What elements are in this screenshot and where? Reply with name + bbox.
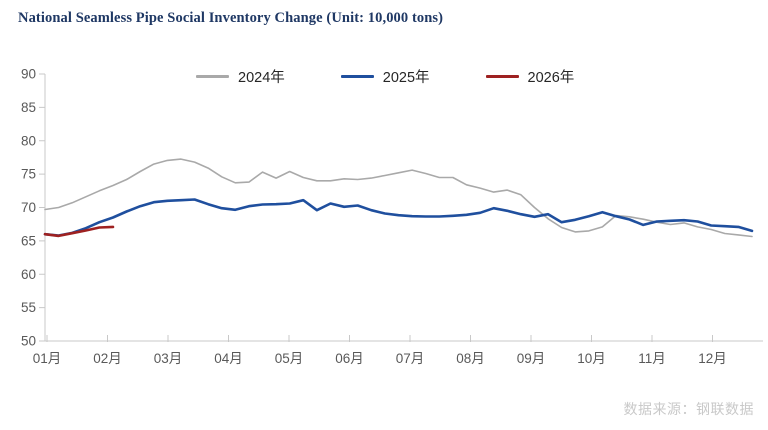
x-tick-label: 03月 bbox=[154, 351, 183, 366]
x-tick-label: 08月 bbox=[456, 351, 485, 366]
x-tick-label: 04月 bbox=[214, 351, 243, 366]
y-tick-label: 75 bbox=[21, 167, 36, 182]
series-line-2026年 bbox=[43, 225, 115, 238]
x-tick-label: 01月 bbox=[33, 351, 62, 366]
y-tick-label: 60 bbox=[21, 267, 36, 282]
x-tick-label: 10月 bbox=[577, 351, 606, 366]
x-tick-label: 05月 bbox=[275, 351, 304, 366]
y-tick-label: 55 bbox=[21, 300, 36, 315]
chart-legend: 2024年 2025年 2026年 bbox=[196, 66, 574, 87]
y-tick-label: 50 bbox=[21, 334, 36, 349]
legend-item-2024[interactable]: 2024年 bbox=[196, 66, 285, 87]
x-tick-label: 12月 bbox=[698, 351, 727, 366]
y-tick-label: 80 bbox=[21, 133, 36, 148]
series-line-2024年 bbox=[44, 158, 753, 238]
legend-item-2025[interactable]: 2025年 bbox=[340, 66, 430, 87]
data-source-watermark: 数据来源：钢联数据 bbox=[623, 401, 754, 417]
series-line-2025年 bbox=[43, 198, 754, 237]
legend-label: 2025年 bbox=[382, 70, 430, 86]
chart-title: National Seamless Pipe Social Inventory … bbox=[18, 10, 444, 26]
y-tick-label: 85 bbox=[21, 100, 36, 115]
y-tick-label: 90 bbox=[21, 67, 36, 82]
x-tick-label: 06月 bbox=[335, 351, 364, 366]
legend-swatch-icon bbox=[485, 75, 519, 78]
legend-swatch-icon bbox=[196, 75, 229, 78]
legend-swatch-icon bbox=[340, 75, 374, 78]
x-tick-label: 07月 bbox=[396, 351, 425, 366]
legend-label: 2024年 bbox=[238, 70, 285, 86]
legend-item-2026[interactable]: 2026年 bbox=[485, 66, 575, 87]
x-tick-label: 09月 bbox=[517, 351, 546, 366]
y-tick-label: 65 bbox=[21, 233, 36, 248]
x-tick-label: 02月 bbox=[93, 351, 122, 366]
x-tick-label: 11月 bbox=[638, 351, 666, 366]
legend-label: 2026年 bbox=[527, 70, 575, 86]
y-tick-label: 70 bbox=[21, 200, 36, 215]
